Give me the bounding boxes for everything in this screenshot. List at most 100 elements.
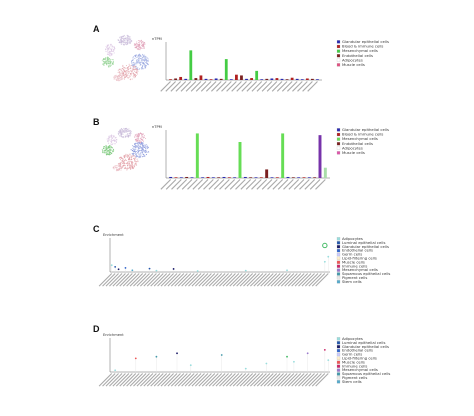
x-tick-label-a-1 bbox=[165, 81, 176, 92]
x-tick-label-b-6 bbox=[192, 179, 204, 190]
point-d-1 bbox=[134, 357, 137, 360]
x-tick-label-c-24 bbox=[181, 273, 195, 287]
legend-swatch-d-8 bbox=[336, 368, 341, 372]
x-tick-label-d-50 bbox=[270, 373, 284, 387]
bar-a-18 bbox=[260, 79, 264, 80]
legend-label-c-3: Endothelial cells bbox=[342, 248, 373, 253]
legend-label-c-1: Luminal epithelial cells bbox=[342, 240, 385, 245]
x-tick-label-d-12 bbox=[139, 373, 154, 387]
x-tick-label-a-5 bbox=[185, 81, 197, 92]
legend-label-c-9: Squamous epithelial cells bbox=[342, 271, 390, 276]
x-tick-label-b-18 bbox=[256, 179, 268, 190]
legend-label-c-8: Mesenchymal cells bbox=[342, 267, 378, 272]
legend-label-d-4: Germ cells bbox=[342, 352, 362, 357]
point-c-8 bbox=[196, 270, 199, 272]
legend-label-d-5: Lipid-filtering cells bbox=[342, 356, 377, 361]
y-axis-label-a: nTPM bbox=[152, 37, 162, 41]
point-d-2 bbox=[155, 355, 158, 358]
x-tick-label-d-35 bbox=[219, 373, 233, 387]
x-tick-label-b-16 bbox=[245, 179, 257, 190]
legend-swatch-d-10 bbox=[336, 376, 341, 380]
legend-label-c-11: Stem cells bbox=[342, 279, 362, 284]
x-tick-label-b-17 bbox=[251, 179, 262, 190]
bar-a-23 bbox=[285, 79, 289, 80]
bar-a-5 bbox=[194, 78, 198, 80]
x-tick-label-b-15 bbox=[240, 179, 252, 190]
bar-b-15 bbox=[249, 177, 253, 178]
x-tick-label-c-27 bbox=[191, 273, 205, 287]
legend-label-d-2: Glandular epithelial cells bbox=[342, 344, 389, 349]
x-tick-label-a-14 bbox=[231, 81, 242, 92]
x-tick-label-d-60 bbox=[304, 373, 319, 387]
x-tick-label-b-1 bbox=[165, 179, 177, 190]
bar-a-29 bbox=[316, 79, 319, 80]
bar-b-24 bbox=[297, 177, 301, 178]
legend-label-d-7: Immune cells bbox=[342, 363, 367, 368]
x-tick-label-c-41 bbox=[239, 273, 254, 287]
legend-label-d-11: Stem cells bbox=[342, 379, 362, 384]
panel-label-a: A bbox=[93, 24, 100, 34]
x-tick-label-d-48 bbox=[263, 373, 278, 387]
bar-a-16 bbox=[250, 78, 253, 80]
legend-label-d-1: Luminal epithelial cells bbox=[342, 340, 385, 345]
x-tick-label-c-39 bbox=[232, 273, 247, 287]
x-tick-label-a-10 bbox=[211, 81, 222, 92]
x-tick-label-c-25 bbox=[184, 273, 199, 287]
bar-b-19 bbox=[270, 177, 274, 178]
bar-b-28 bbox=[318, 135, 322, 178]
x-tick-label-d-17 bbox=[157, 373, 171, 387]
point-d-10 bbox=[306, 352, 309, 355]
x-tick-label-c-31 bbox=[205, 273, 219, 287]
x-tick-label-c-8 bbox=[126, 273, 140, 287]
legend-swatch-b-2 bbox=[336, 137, 341, 141]
point-c-0 bbox=[110, 264, 113, 267]
x-tick-label-c-10 bbox=[133, 273, 147, 287]
x-tick-label-c-7 bbox=[122, 273, 137, 287]
x-tick-label-d-21 bbox=[170, 373, 185, 387]
x-tick-label-c-43 bbox=[246, 273, 260, 287]
x-tick-label-c-35 bbox=[219, 273, 233, 287]
bar-a-15 bbox=[245, 78, 248, 80]
x-tick-label-c-47 bbox=[260, 273, 274, 287]
x-tick-label-a-4 bbox=[180, 81, 192, 92]
x-tick-label-c-29 bbox=[198, 273, 212, 287]
legend-label-c-2: Glandular epithelial cells bbox=[342, 244, 389, 249]
x-tick-label-b-12 bbox=[224, 179, 236, 190]
bar-b-3 bbox=[185, 176, 189, 178]
x-tick-label-c-60 bbox=[304, 273, 319, 287]
x-tick-label-c-50 bbox=[270, 273, 284, 287]
x-tick-label-c-22 bbox=[174, 273, 188, 287]
x-tick-label-c-18 bbox=[160, 273, 174, 287]
point-d-9 bbox=[293, 360, 295, 363]
panel-label-c: C bbox=[93, 224, 100, 234]
point-d-8 bbox=[286, 355, 288, 358]
bar-b-7 bbox=[206, 176, 210, 178]
bar-a-1 bbox=[174, 78, 177, 80]
legend-label-b-5: Muscle cells bbox=[342, 150, 365, 155]
x-tick-label-c-11 bbox=[136, 273, 150, 287]
point-c-9 bbox=[244, 269, 247, 272]
x-tick-label-d-34 bbox=[215, 373, 229, 387]
x-tick-label-c-0 bbox=[98, 273, 113, 287]
x-tick-label-c-42 bbox=[243, 273, 257, 287]
x-tick-label-a-8 bbox=[200, 81, 212, 92]
x-tick-label-a-15 bbox=[236, 81, 247, 92]
x-tick-label-a-6 bbox=[190, 81, 202, 92]
legend-swatch-b-5 bbox=[336, 151, 341, 155]
x-tick-label-c-6 bbox=[119, 273, 133, 287]
legend-label-a-5: Muscle cells bbox=[342, 62, 365, 67]
x-tick-label-b-5 bbox=[187, 179, 198, 190]
legend-swatch-c-7 bbox=[336, 264, 341, 268]
x-tick-label-d-13 bbox=[143, 373, 157, 387]
x-tick-label-d-39 bbox=[232, 373, 247, 387]
legend-label-a-3: Endothelial cells bbox=[342, 53, 373, 58]
legend-label-c-10: Pigment cells bbox=[342, 275, 367, 280]
point-d-4 bbox=[189, 364, 192, 367]
point-c-12 bbox=[323, 260, 326, 263]
bar-b-8 bbox=[211, 177, 215, 178]
x-tick-label-b-3 bbox=[176, 179, 188, 190]
bar-a-3 bbox=[184, 78, 188, 80]
x-tick-label-d-24 bbox=[181, 373, 195, 387]
x-tick-label-d-15 bbox=[150, 373, 164, 387]
